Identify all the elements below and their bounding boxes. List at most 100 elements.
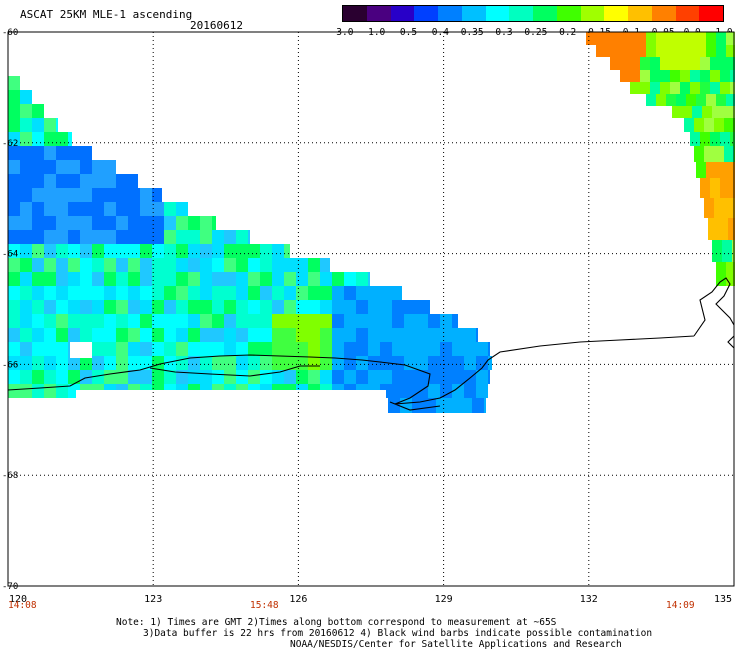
swath-cell xyxy=(716,262,726,286)
swath-cell xyxy=(416,300,428,314)
swath-cell xyxy=(404,384,416,398)
swath-cell xyxy=(388,398,400,413)
swath-cell xyxy=(464,342,476,356)
swath-cell xyxy=(44,286,56,300)
y-tick-label: -64 xyxy=(2,250,18,260)
swath-cell xyxy=(32,160,44,174)
swath-cell xyxy=(694,146,704,162)
x-tick-label: 135 xyxy=(714,594,732,605)
swath-cell xyxy=(284,300,296,314)
swath-cell xyxy=(92,244,104,258)
swath-cell xyxy=(392,300,404,314)
swath-cell xyxy=(392,342,404,356)
swath-cell xyxy=(356,314,368,328)
swath-cell xyxy=(296,356,308,370)
swath-cell xyxy=(20,216,32,230)
swath-cell xyxy=(284,272,296,286)
swath-cell xyxy=(440,384,452,398)
swath-cell xyxy=(476,328,478,342)
swath-cell xyxy=(320,286,332,300)
swath-cell xyxy=(116,272,128,286)
swath-cell xyxy=(272,370,284,384)
swath-cell xyxy=(308,356,320,370)
swath-cell xyxy=(656,45,666,57)
swath-cell xyxy=(260,370,272,384)
swath-cell xyxy=(92,188,104,202)
swath-cell xyxy=(248,356,260,370)
swath-cell xyxy=(104,300,116,314)
swath-cell xyxy=(684,118,694,132)
swath-cell xyxy=(436,398,448,413)
swath-cell xyxy=(660,82,670,94)
swath-cell xyxy=(128,314,140,328)
swath-cell xyxy=(80,272,92,286)
swath-cell xyxy=(152,314,164,328)
swath-cell xyxy=(80,286,92,300)
swath-cell xyxy=(404,314,416,328)
swath-cell xyxy=(404,300,416,314)
colorbar-swatch xyxy=(343,6,367,21)
swath-cell xyxy=(32,342,44,356)
swath-cell xyxy=(92,286,104,300)
swath-cell xyxy=(666,94,676,106)
colorbar-swatch xyxy=(366,6,391,21)
swath-cell xyxy=(320,272,332,286)
swath-cell xyxy=(260,244,272,258)
swath-cell xyxy=(212,314,224,328)
swath-cell xyxy=(80,174,92,188)
swath-cell xyxy=(140,216,152,230)
swath-cell xyxy=(236,300,248,314)
swath-cell xyxy=(56,188,68,202)
swath-cell xyxy=(626,32,636,45)
swath-cell xyxy=(236,356,248,370)
swath-cell xyxy=(92,230,104,244)
swath-cell xyxy=(356,286,368,300)
swath-cell xyxy=(680,82,690,94)
swath-cell xyxy=(80,202,92,216)
swath-cell xyxy=(44,160,56,174)
swath-cell xyxy=(140,244,152,258)
swath-cell xyxy=(460,398,472,413)
swath-cell xyxy=(690,70,700,82)
swath-cell xyxy=(68,356,80,370)
swath-cell xyxy=(368,300,380,314)
swath-cell xyxy=(452,342,464,356)
swath-cell xyxy=(704,118,714,132)
x-tick-label: 129 xyxy=(435,594,453,605)
swath-cell xyxy=(260,328,272,342)
swath-cell xyxy=(8,286,20,300)
swath-cell xyxy=(140,272,152,286)
swath-cell xyxy=(646,94,656,106)
swath-cell xyxy=(320,356,332,370)
swath-cell xyxy=(716,162,726,178)
swath-cell xyxy=(68,202,80,216)
swath-cell xyxy=(104,356,116,370)
plot-frame xyxy=(7,31,735,587)
swath-cell xyxy=(660,57,670,70)
swath-cell xyxy=(586,32,596,45)
swath-cell xyxy=(104,272,116,286)
swath-cell xyxy=(344,272,356,286)
swath-cell xyxy=(308,300,320,314)
swath-cell xyxy=(380,328,392,342)
swath-cell xyxy=(140,202,152,216)
swath-cell xyxy=(272,258,284,272)
swath-cell xyxy=(176,286,188,300)
swath-cell xyxy=(380,300,392,314)
swath-cell xyxy=(44,370,56,384)
swath-cell xyxy=(670,57,680,70)
colorbar-swatch xyxy=(533,6,557,21)
swath-cell xyxy=(248,230,250,244)
colorbar-swatch xyxy=(390,6,415,21)
swath-cell xyxy=(272,300,284,314)
swath-cell xyxy=(712,240,722,262)
swath-cell xyxy=(92,356,104,370)
swath-cell xyxy=(356,272,368,286)
swath-cell xyxy=(20,258,32,272)
swath-cell xyxy=(212,272,224,286)
swath-cell xyxy=(200,328,212,342)
swath-cell xyxy=(212,342,224,356)
swath-cell xyxy=(80,258,92,272)
swath-cell xyxy=(68,370,80,384)
swath-cell xyxy=(272,328,284,342)
